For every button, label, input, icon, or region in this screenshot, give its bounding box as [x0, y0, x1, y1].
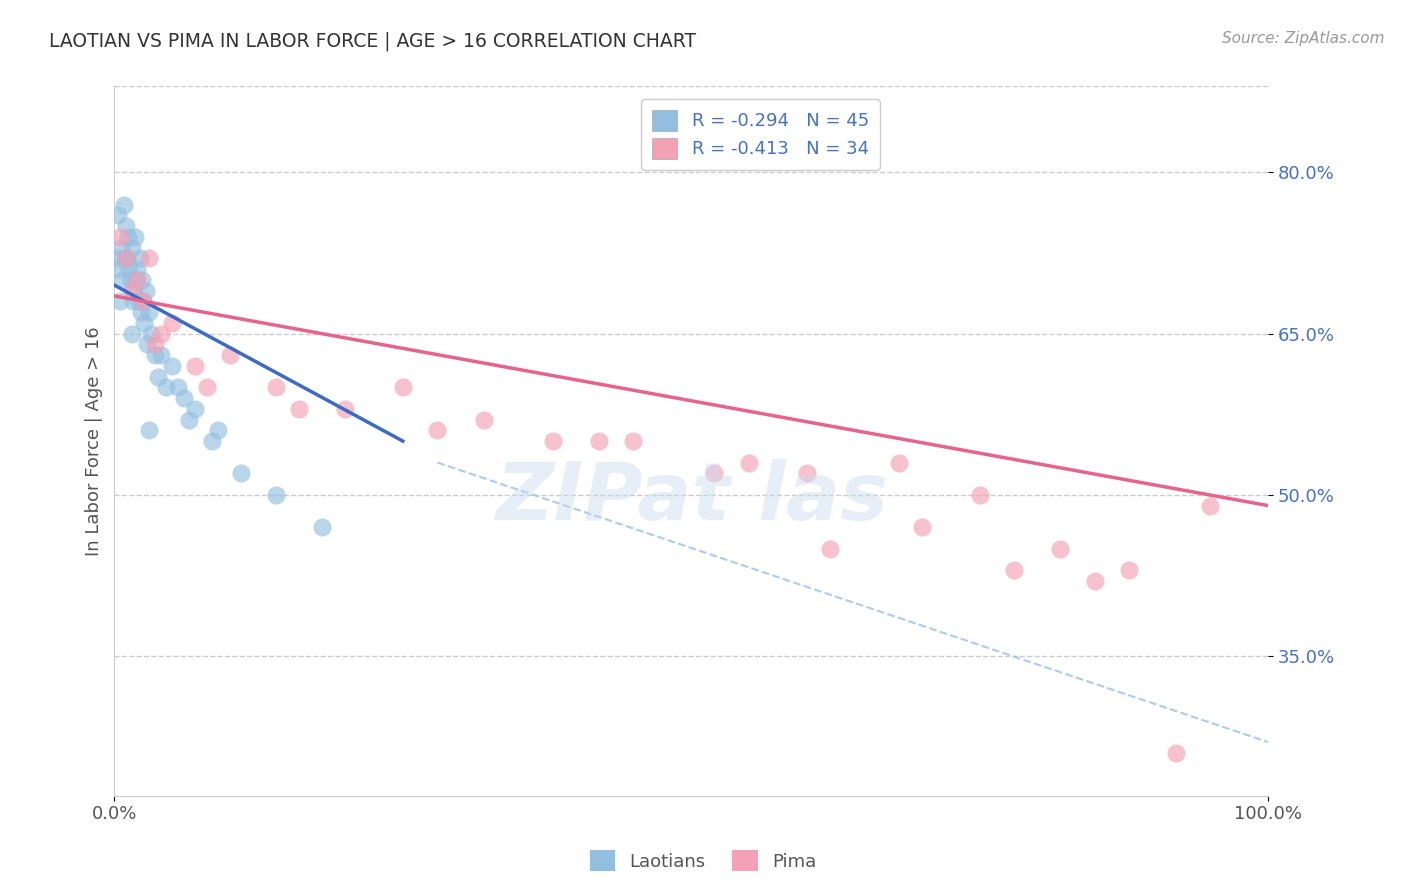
- Point: [127, 273, 149, 287]
- Point: [135, 337, 157, 351]
- Point: [1164, 746, 1187, 760]
- Point: [121, 284, 143, 298]
- Point: [173, 391, 195, 405]
- Point: [115, 252, 138, 266]
- Point: [264, 380, 287, 394]
- Point: [143, 337, 166, 351]
- Legend: R = -0.294   N = 45, R = -0.413   N = 34: R = -0.294 N = 45, R = -0.413 N = 34: [641, 99, 880, 169]
- Point: [184, 359, 207, 373]
- Point: [149, 326, 172, 341]
- Point: [911, 520, 934, 534]
- Point: [179, 412, 201, 426]
- Point: [134, 316, 156, 330]
- Point: [818, 541, 841, 556]
- Point: [128, 294, 150, 309]
- Point: [141, 326, 163, 341]
- Point: [138, 423, 160, 437]
- Point: [111, 273, 134, 287]
- Point: [391, 380, 413, 394]
- Point: [969, 488, 991, 502]
- Point: [148, 369, 170, 384]
- Point: [118, 262, 141, 277]
- Point: [288, 401, 311, 416]
- Point: [124, 230, 146, 244]
- Legend: Laotians, Pima: Laotians, Pima: [582, 843, 824, 879]
- Point: [105, 252, 128, 266]
- Point: [122, 294, 145, 309]
- Point: [143, 348, 166, 362]
- Point: [201, 434, 224, 448]
- Point: [112, 197, 135, 211]
- Point: [131, 273, 153, 287]
- Point: [1002, 563, 1025, 577]
- Point: [115, 219, 138, 233]
- Point: [195, 380, 218, 394]
- Point: [311, 520, 333, 534]
- Text: ZIPat las: ZIPat las: [495, 458, 887, 537]
- Point: [426, 423, 449, 437]
- Point: [115, 252, 138, 266]
- Point: [127, 262, 149, 277]
- Point: [1084, 574, 1107, 588]
- Point: [160, 359, 183, 373]
- Point: [472, 412, 495, 426]
- Point: [108, 262, 131, 277]
- Point: [155, 380, 177, 394]
- Point: [264, 488, 287, 502]
- Y-axis label: In Labor Force | Age > 16: In Labor Force | Age > 16: [86, 326, 103, 556]
- Point: [623, 434, 645, 448]
- Point: [122, 284, 145, 298]
- Point: [108, 294, 131, 309]
- Point: [160, 316, 183, 330]
- Point: [166, 380, 188, 394]
- Point: [541, 434, 564, 448]
- Point: [138, 252, 160, 266]
- Point: [1199, 499, 1222, 513]
- Point: [107, 208, 129, 222]
- Point: [703, 467, 725, 481]
- Point: [184, 401, 207, 416]
- Point: [1118, 563, 1140, 577]
- Point: [110, 241, 132, 255]
- Point: [129, 305, 152, 319]
- Point: [796, 467, 818, 481]
- Text: Source: ZipAtlas.com: Source: ZipAtlas.com: [1222, 31, 1385, 46]
- Text: LAOTIAN VS PIMA IN LABOR FORCE | AGE > 16 CORRELATION CHART: LAOTIAN VS PIMA IN LABOR FORCE | AGE > 1…: [49, 31, 696, 51]
- Point: [135, 284, 157, 298]
- Point: [218, 348, 240, 362]
- Point: [207, 423, 229, 437]
- Point: [138, 305, 160, 319]
- Point: [149, 348, 172, 362]
- Point: [120, 273, 142, 287]
- Point: [887, 456, 910, 470]
- Point: [117, 230, 139, 244]
- Point: [132, 294, 155, 309]
- Point: [108, 230, 131, 244]
- Point: [121, 241, 143, 255]
- Point: [333, 401, 356, 416]
- Point: [121, 326, 143, 341]
- Point: [128, 252, 150, 266]
- Point: [588, 434, 610, 448]
- Point: [231, 467, 253, 481]
- Point: [114, 252, 136, 266]
- Point: [738, 456, 761, 470]
- Point: [1049, 541, 1071, 556]
- Point: [132, 294, 155, 309]
- Point: [125, 273, 148, 287]
